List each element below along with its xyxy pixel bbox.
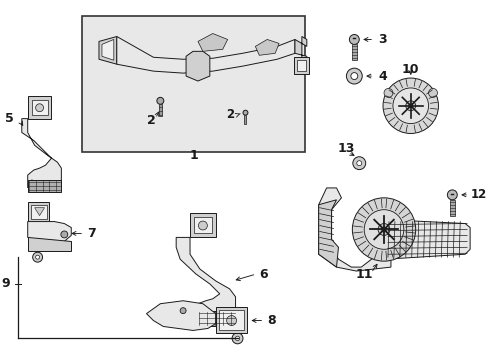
Polygon shape bbox=[318, 188, 390, 271]
Text: 3: 3 bbox=[377, 33, 386, 46]
Circle shape bbox=[232, 333, 243, 344]
Polygon shape bbox=[22, 119, 61, 188]
Text: 5: 5 bbox=[5, 112, 14, 125]
Circle shape bbox=[350, 73, 357, 80]
Circle shape bbox=[235, 336, 239, 341]
Circle shape bbox=[346, 68, 362, 84]
Circle shape bbox=[364, 210, 403, 249]
Circle shape bbox=[33, 252, 42, 262]
Circle shape bbox=[392, 88, 427, 123]
Circle shape bbox=[382, 78, 438, 134]
Circle shape bbox=[243, 110, 247, 115]
Polygon shape bbox=[215, 307, 247, 333]
Circle shape bbox=[427, 89, 437, 97]
Circle shape bbox=[180, 308, 186, 314]
Polygon shape bbox=[146, 301, 215, 330]
Text: 2: 2 bbox=[147, 114, 156, 127]
Circle shape bbox=[157, 97, 163, 104]
Polygon shape bbox=[117, 36, 294, 73]
Circle shape bbox=[36, 255, 40, 259]
Circle shape bbox=[226, 316, 236, 325]
Text: 7: 7 bbox=[87, 227, 96, 240]
Circle shape bbox=[408, 104, 412, 108]
Polygon shape bbox=[296, 60, 305, 71]
Text: 11: 11 bbox=[355, 267, 372, 280]
Polygon shape bbox=[35, 208, 44, 216]
Text: 2: 2 bbox=[226, 108, 234, 121]
Polygon shape bbox=[102, 40, 114, 60]
Circle shape bbox=[377, 224, 389, 235]
Circle shape bbox=[356, 161, 361, 166]
Polygon shape bbox=[31, 205, 46, 219]
Circle shape bbox=[381, 227, 386, 232]
Polygon shape bbox=[318, 200, 338, 267]
Polygon shape bbox=[293, 57, 308, 74]
Polygon shape bbox=[28, 96, 51, 119]
Polygon shape bbox=[176, 237, 235, 316]
Polygon shape bbox=[194, 217, 211, 233]
Text: 8: 8 bbox=[266, 314, 275, 327]
Text: 1: 1 bbox=[189, 149, 198, 162]
Polygon shape bbox=[218, 310, 244, 330]
Circle shape bbox=[352, 157, 365, 170]
Polygon shape bbox=[28, 202, 49, 221]
Polygon shape bbox=[28, 237, 71, 251]
Circle shape bbox=[36, 104, 43, 112]
Bar bbox=[82, 16, 304, 152]
Polygon shape bbox=[28, 180, 61, 192]
Polygon shape bbox=[198, 33, 227, 51]
Polygon shape bbox=[32, 100, 47, 115]
Polygon shape bbox=[255, 40, 279, 55]
Circle shape bbox=[383, 89, 392, 97]
Circle shape bbox=[61, 231, 68, 238]
Text: 12: 12 bbox=[470, 188, 487, 201]
Circle shape bbox=[447, 190, 456, 200]
Bar bbox=[351, 44, 356, 60]
Bar bbox=[244, 115, 246, 124]
Polygon shape bbox=[28, 221, 71, 244]
Circle shape bbox=[352, 198, 415, 261]
Polygon shape bbox=[385, 220, 469, 259]
Polygon shape bbox=[190, 213, 215, 237]
Circle shape bbox=[348, 35, 359, 44]
Polygon shape bbox=[99, 36, 117, 64]
Text: 4: 4 bbox=[377, 69, 386, 82]
Polygon shape bbox=[294, 36, 306, 66]
Polygon shape bbox=[198, 311, 235, 327]
Text: 13: 13 bbox=[337, 142, 354, 155]
Text: 10: 10 bbox=[401, 63, 419, 76]
Bar bbox=[159, 104, 162, 116]
Polygon shape bbox=[186, 51, 209, 81]
Bar bbox=[449, 200, 454, 216]
Circle shape bbox=[198, 221, 207, 230]
Circle shape bbox=[405, 101, 415, 111]
Text: 9: 9 bbox=[1, 278, 10, 291]
Text: 6: 6 bbox=[259, 267, 267, 280]
